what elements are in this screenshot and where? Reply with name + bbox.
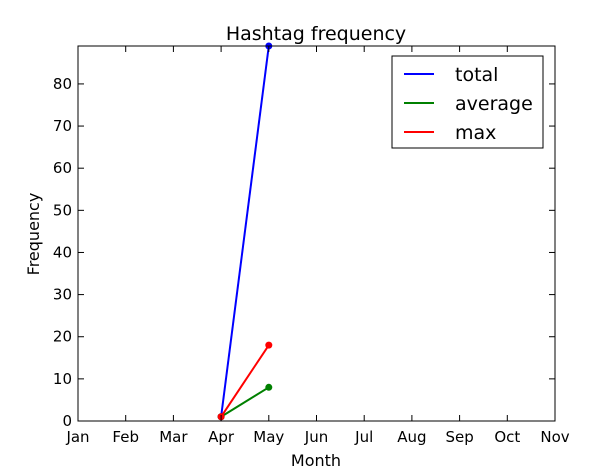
y-tick-label: 20: [53, 328, 72, 346]
legend-label-total: total: [455, 64, 498, 86]
legend-label-average: average: [455, 93, 533, 115]
chart-title: Hashtag frequency: [226, 23, 406, 45]
x-tick-label: Jul: [354, 428, 373, 446]
legend: total average max: [391, 55, 544, 149]
y-tick-label: 40: [53, 243, 72, 261]
series-line-total: [220, 45, 270, 417]
x-tick-label: Apr: [208, 428, 235, 446]
y-tick-label: 50: [53, 201, 72, 219]
y-tick-label: 60: [53, 159, 72, 177]
x-tick-label: Feb: [112, 428, 139, 446]
legend-label-max: max: [455, 122, 496, 144]
axis-layer: Jan Feb Mar Apr May Jun Jul Aug Sep Oct Nov 0 10 20 30…: [53, 45, 570, 446]
y-tick-label: 10: [53, 370, 72, 388]
y-tick-label: 70: [53, 117, 72, 135]
x-axis-label: Month: [291, 451, 341, 468]
series-line-average: [220, 386, 270, 418]
plot-layer: [217, 42, 273, 421]
y-tick-label: 0: [62, 412, 72, 430]
series-point-max: [265, 341, 273, 349]
x-tick-label: Jun: [304, 428, 328, 446]
x-tick-label: Aug: [397, 428, 426, 446]
series-line-max: [220, 344, 270, 418]
x-tick-label: Oct: [494, 428, 520, 446]
y-axis-label: Frequency: [24, 193, 43, 276]
y-tick-label: 80: [53, 75, 72, 93]
x-tick-label: Jan: [65, 428, 89, 446]
y-tick-label: 30: [53, 286, 72, 304]
x-tick-label: Sep: [445, 428, 473, 446]
x-tick-label: Mar: [159, 428, 188, 446]
series-point-average: [265, 383, 273, 391]
x-tick-label: Nov: [540, 428, 569, 446]
x-tick-label: May: [253, 428, 284, 446]
